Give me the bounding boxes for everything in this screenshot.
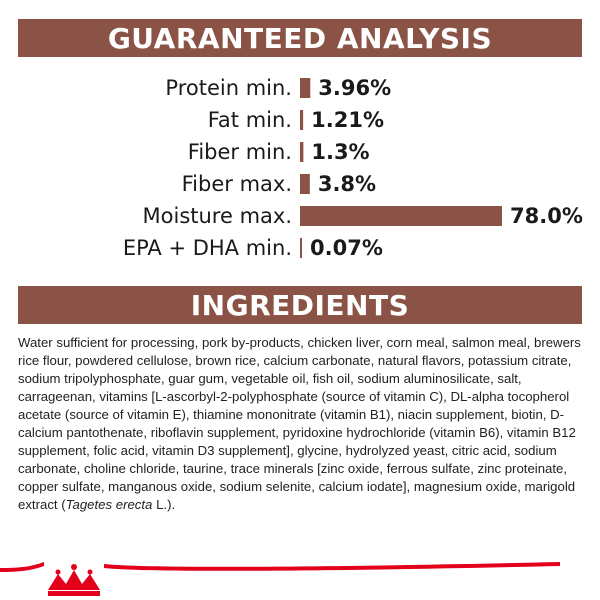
ingredients-end: L.). — [152, 497, 176, 512]
category-label: Fiber max. — [182, 172, 292, 196]
left-red-swoosh — [0, 562, 44, 572]
bar — [300, 206, 502, 226]
bar — [300, 78, 311, 98]
guaranteed-analysis-title: GUARANTEED ANALYSIS — [107, 21, 493, 55]
ingredients-title: INGREDIENTS — [190, 288, 410, 322]
value-label: 1.3% — [311, 140, 369, 164]
value-label: 3.96% — [318, 76, 391, 100]
ingredients-text: Water sufficient for processing, pork by… — [18, 334, 584, 514]
ingredients-italic: Tagetes erecta — [65, 497, 153, 512]
category-label: EPA + DHA min. — [123, 236, 292, 260]
bar — [300, 238, 302, 258]
bar — [300, 110, 304, 130]
category-label: Fat min. — [208, 108, 292, 132]
value-label: 0.07% — [310, 236, 383, 260]
footer-brand-strip — [0, 562, 560, 596]
guaranteed-analysis-banner: GUARANTEED ANALYSIS — [18, 19, 582, 57]
guaranteed-analysis-chart: Protein min. 3.96% Fat min. 1.21% Fiber min.… — [123, 76, 583, 260]
bar — [300, 142, 304, 162]
right-red-swoosh — [104, 562, 560, 571]
value-label: 78.0% — [510, 204, 583, 228]
category-label: Fiber min. — [188, 140, 292, 164]
category-label: Protein min. — [165, 76, 292, 100]
ingredients-main: Water sufficient for processing, pork by… — [18, 335, 581, 512]
ingredients-banner: INGREDIENTS — [18, 286, 582, 324]
crown-logo-icon — [48, 564, 100, 596]
category-label: Moisture max. — [143, 204, 292, 228]
bar — [300, 174, 310, 194]
value-label: 1.21% — [311, 108, 384, 132]
value-label: 3.8% — [318, 172, 376, 196]
